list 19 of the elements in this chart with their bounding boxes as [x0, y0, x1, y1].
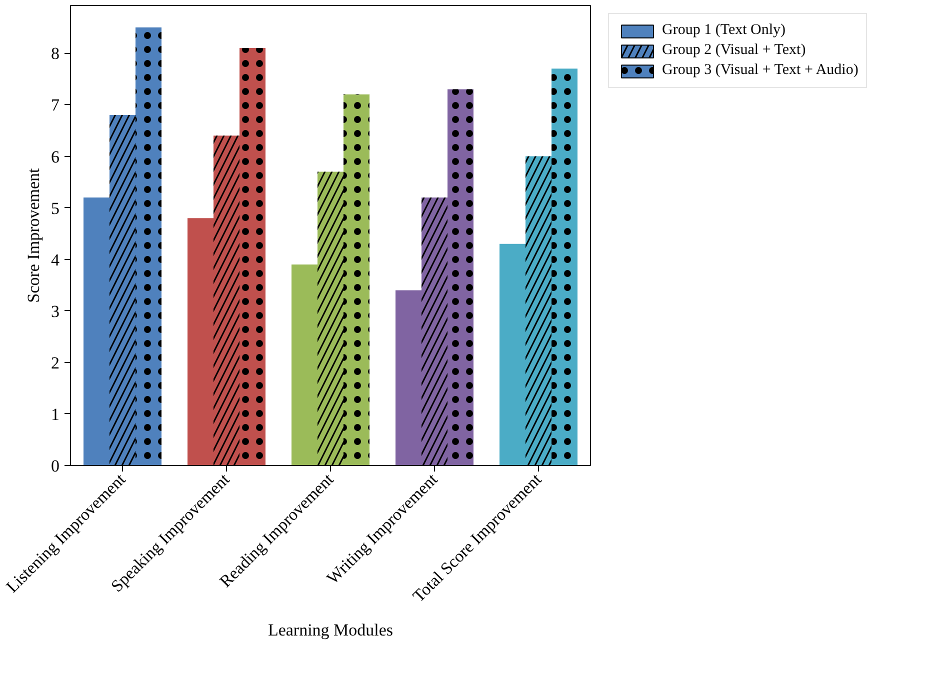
y-tick-label: 6: [51, 147, 60, 166]
legend-label: Group 2 (Visual + Text): [662, 42, 806, 59]
y-tick-label: 0: [51, 456, 60, 476]
bar: [188, 218, 214, 466]
bar: [500, 244, 526, 466]
bar: [292, 264, 318, 466]
y-tick-label: 1: [51, 404, 60, 424]
bar: [396, 290, 422, 466]
y-tick-label: 2: [51, 353, 60, 372]
y-tick-label: 5: [51, 198, 60, 218]
bar: [84, 197, 110, 466]
y-tick-label: 8: [51, 44, 60, 64]
x-axis-title: Learning Modules: [268, 620, 394, 640]
y-tick-label: 7: [51, 96, 60, 115]
y-tick-label: 4: [51, 250, 60, 270]
y-axis-title: Score Improvement: [24, 168, 43, 303]
legend-label: Group 3 (Visual + Text + Audio): [662, 62, 858, 79]
legend-label: Group 1 (Text Only): [662, 22, 786, 39]
y-tick-label: 3: [51, 302, 60, 321]
